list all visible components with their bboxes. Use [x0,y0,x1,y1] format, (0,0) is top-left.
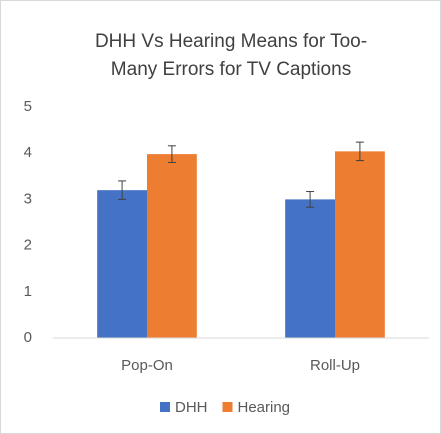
y-tick-label: 5 [24,98,32,115]
bar [285,199,335,338]
x-tick-label: Roll-Up [310,357,360,374]
y-tick-label: 0 [24,329,32,346]
y-tick-label: 4 [24,144,32,161]
bar [147,154,197,338]
legend-swatch [160,402,170,412]
bar [97,190,147,338]
y-tick-label: 2 [24,237,32,254]
y-tick-label: 1 [24,283,32,300]
bar [335,151,385,338]
legend-label: DHH [175,399,208,416]
legend-label: Hearing [238,399,291,416]
legend-swatch [222,402,233,412]
x-tick-label: Pop-On [121,357,173,374]
chart-title: Many Errors for TV Captions [111,59,351,80]
y-tick-label: 3 [24,190,32,207]
chart-title: DHH Vs Hearing Means for Too- [95,31,367,52]
